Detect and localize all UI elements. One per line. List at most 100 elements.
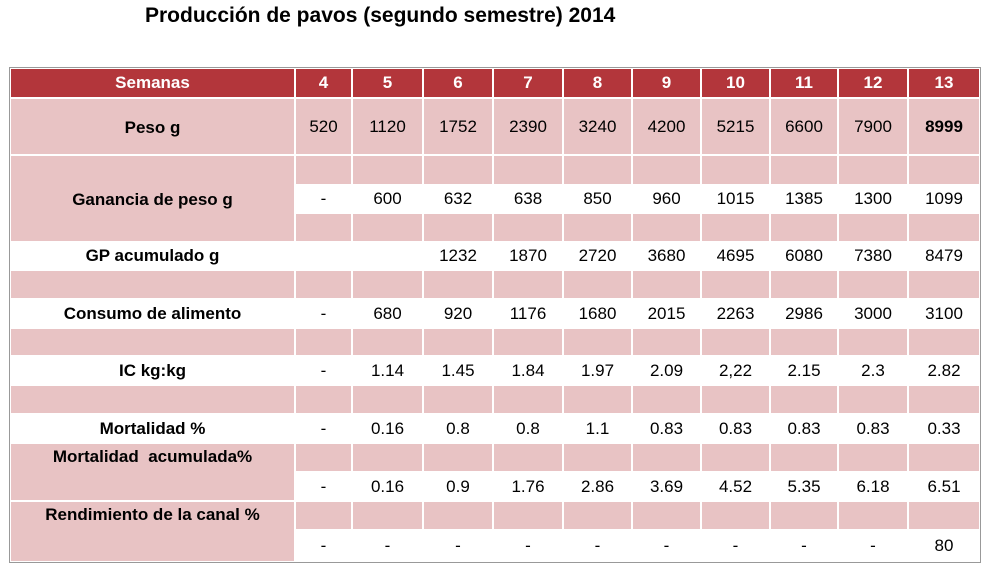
value: 80 [934, 536, 954, 555]
value: 1385 [785, 189, 823, 208]
value: 2263 [716, 303, 755, 323]
header-cell [493, 68, 563, 98]
value-cell [493, 472, 563, 501]
value-cell [701, 242, 770, 270]
value-cell [770, 242, 838, 270]
spacer-cell [10, 385, 295, 414]
spacer-cell [632, 385, 701, 414]
spacer-cell [908, 213, 980, 242]
value-cell [295, 472, 352, 501]
value: 0.83 [787, 418, 821, 438]
spacer-cell [10, 270, 295, 299]
spacer-cell [352, 501, 423, 530]
value: 960 [652, 189, 681, 208]
title: Producción de pavos (segundo semestre) 2… [145, 4, 616, 27]
value-cell [493, 185, 563, 213]
header-text: 10 [726, 73, 745, 92]
value: 1300 [854, 189, 892, 208]
row-label: IC kg:kg [118, 360, 187, 380]
header-cell [352, 68, 423, 98]
value: 1.97 [580, 360, 615, 380]
value-cell [770, 299, 838, 328]
spacer-cell [632, 501, 701, 530]
row-label: Mortalidad acumulada% [52, 447, 253, 466]
spacer-cell [423, 328, 493, 356]
value-cell [908, 242, 980, 270]
value: 0.83 [856, 418, 890, 438]
value: 0.83 [718, 418, 753, 438]
header-cell [295, 68, 352, 98]
value: 0.16 [370, 476, 405, 496]
row-label-cell [10, 443, 295, 501]
value: 6.18 [856, 476, 890, 496]
value-cell [423, 472, 493, 501]
value-cell [701, 299, 770, 328]
value: 3240 [578, 116, 617, 136]
spacer-cell [908, 328, 980, 356]
value-cell [838, 185, 908, 213]
value: 1.76 [511, 476, 545, 496]
value-cell [493, 98, 563, 155]
header-text: 5 [382, 73, 393, 92]
header-cell [632, 68, 701, 98]
spacer-cell [908, 443, 980, 472]
value-cell [770, 472, 838, 501]
spacer-cell [352, 155, 423, 185]
value-cell [352, 530, 423, 562]
value-cell [295, 414, 352, 443]
value: - [384, 536, 391, 555]
value: 2.86 [580, 476, 615, 496]
value-cell [563, 472, 632, 501]
value-cell [838, 472, 908, 501]
value-cell [770, 98, 838, 155]
value-cell [908, 530, 980, 562]
spacer-cell [770, 501, 838, 530]
spacer-cell [770, 328, 838, 356]
header-cell [563, 68, 632, 98]
spacer-cell [295, 443, 352, 472]
header-text: 13 [934, 73, 954, 92]
spacer-cell [632, 213, 701, 242]
value: 1232 [439, 246, 477, 265]
value-cell [908, 299, 980, 328]
value-cell [493, 299, 563, 328]
spacer-cell [352, 385, 423, 414]
spacer-cell [493, 443, 563, 472]
value-cell [632, 185, 701, 213]
value-cell [352, 356, 423, 385]
value: 4.52 [718, 476, 753, 496]
spacer-cell [632, 155, 701, 185]
spacer-cell [295, 155, 352, 185]
value-cell [352, 242, 423, 270]
spacer-cell [563, 385, 632, 414]
spacer-cell [632, 328, 701, 356]
value-cell [295, 242, 352, 270]
value: 0.8 [516, 418, 540, 438]
value-cell [563, 242, 632, 270]
value: 0.33 [927, 418, 961, 438]
value-cell [908, 414, 980, 443]
value-cell [563, 98, 632, 155]
value: 520 [309, 116, 338, 136]
row-label-cell [10, 299, 295, 328]
value: 1.14 [370, 360, 405, 380]
row-label: Ganancia de peso g [72, 190, 233, 209]
value: - [663, 536, 670, 555]
value: - [320, 360, 327, 380]
spacer-cell [352, 328, 423, 356]
value: 850 [583, 189, 612, 208]
spacer-cell [423, 501, 493, 530]
value-cell [632, 242, 701, 270]
value: 2.82 [927, 360, 961, 380]
value: 2720 [578, 246, 617, 265]
spacer-cell [493, 270, 563, 299]
value-cell [770, 530, 838, 562]
value-cell [908, 185, 980, 213]
spacer-cell [838, 213, 908, 242]
spacer-cell [563, 213, 632, 242]
spacer-cell [770, 385, 838, 414]
spacer-cell [838, 385, 908, 414]
value-cell [563, 185, 632, 213]
value: 5.35 [787, 476, 821, 496]
value-cell [352, 185, 423, 213]
